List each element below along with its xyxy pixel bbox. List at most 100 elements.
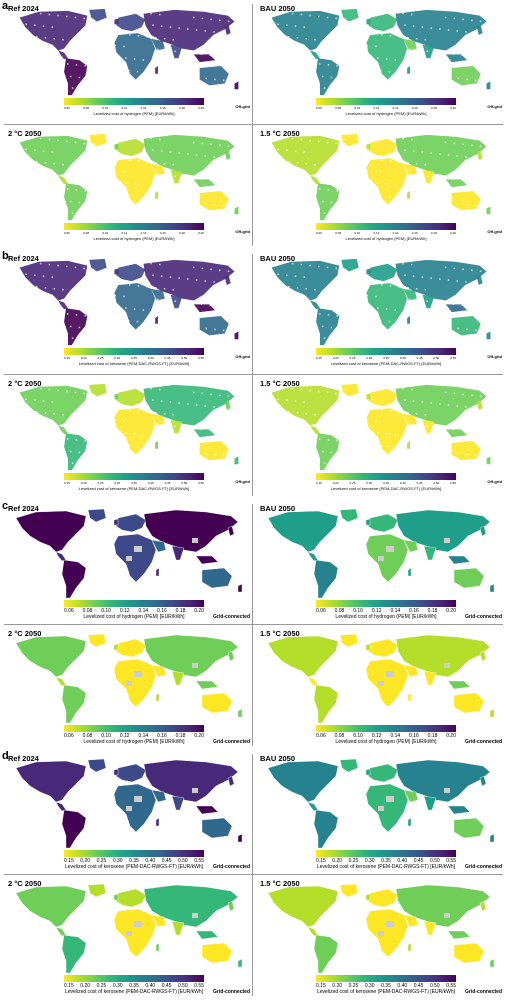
raster-gap [208,215,210,217]
raster-gap [157,298,159,301]
raster-gap [240,206,242,209]
raster-gap [13,9,16,12]
raster-gap [29,458,31,461]
grid-mode-label: Grid-connected [465,989,502,995]
raster-gap [26,195,28,198]
raster-gap [288,286,290,288]
raster-gap [62,413,64,416]
land-region [365,783,409,833]
raster-gap [377,57,379,59]
raster-gap [489,443,491,446]
raster-gap [331,40,334,43]
raster-gap [409,298,411,301]
raster-gap [462,18,464,21]
grid-mode-label: Grid-connected [213,739,250,745]
raster-gap [281,458,283,461]
raster-gap [444,266,447,269]
raster-gap [151,60,153,62]
colorbar-tick-label: 0.20 [80,983,91,989]
raster-gap [487,57,490,59]
land-region [445,429,468,438]
colorbar-tick-label: 0.35 [131,356,137,360]
colorbar-tick-label: 0.08 [82,733,93,739]
land-region [407,66,411,74]
raster-gap [65,51,67,54]
raster-gap [150,137,152,140]
raster-gap [372,33,374,35]
raster-gap [159,436,162,438]
raster-gap [321,200,324,203]
grid-mode-label: Off-grid [235,229,250,234]
raster-gap [375,170,377,173]
raster-gap [227,270,230,273]
raster-gap [431,449,433,452]
raster-gap [120,283,122,285]
land-region [195,930,219,940]
raster-gap [102,31,105,33]
land-region [116,138,146,157]
raster-gap [235,182,238,184]
raster-gap [440,75,442,78]
raster-gap [199,214,202,216]
raster-gap [116,56,118,58]
raster-gap [439,28,441,30]
raster-gap [480,442,483,445]
raster-gap [483,80,486,83]
raster-gap [121,80,123,83]
land-region [143,509,239,553]
raster-gap [473,157,476,159]
raster-gap [150,12,152,15]
raster-gap [277,23,279,25]
raster-gap [56,175,58,178]
panel-title: BAU 2050 [260,4,296,13]
land-region [224,150,231,161]
land-region [316,433,340,471]
raster-gap [341,214,343,216]
raster-gap [457,452,460,455]
grid-mode-label: Off-grid [487,229,502,234]
raster-gap [354,156,357,158]
raster-gap [110,67,113,70]
raster-gap [467,292,469,295]
land-region [489,833,495,843]
land-region [267,885,339,928]
raster-gap [290,173,293,176]
colorbar-tick-label: 0.45 [413,983,424,989]
raster-gap [25,398,27,400]
raster-gap [321,75,324,78]
raster-gap [425,336,428,338]
colorbar-tick-label: 0.10 [101,608,111,614]
raster-gap [199,339,202,341]
raster-gap [337,404,339,406]
raster-gap [160,25,163,27]
raster-gap [359,430,362,432]
raster-gap [456,405,459,407]
raster-gap [492,81,494,84]
raster-gap [138,82,141,85]
raster-gap [89,214,91,216]
raster-gap [196,201,199,204]
colorbar-tick-label: 0.16 [157,608,167,614]
land-region [87,883,107,898]
raster-gap [129,206,132,209]
raster-gap [62,288,64,291]
raster-gap [137,410,140,412]
raster-gap [106,91,109,93]
raster-gap [158,138,161,141]
raster-gap [475,293,478,296]
raster-gap [288,161,290,163]
raster-gap [310,187,312,189]
raster-gap [232,419,235,422]
raster-gap [174,175,177,178]
raster-gap [191,427,194,430]
raster-gap [57,389,59,392]
colorbar-tick-label: 0.45 [413,858,424,864]
raster-gap [366,419,368,422]
land-region [227,650,235,662]
colorbar-ticks: 0.15 0.20 0.25 0.30 0.35 0.40 0.45 0.50 0.55 [316,858,456,864]
colorbar-tick-label: 0.55 [446,858,456,864]
panel-title: 2 °C 2050 [8,629,42,638]
raster-gap [232,169,235,172]
land-region [313,809,339,849]
raster-gap [488,271,491,274]
